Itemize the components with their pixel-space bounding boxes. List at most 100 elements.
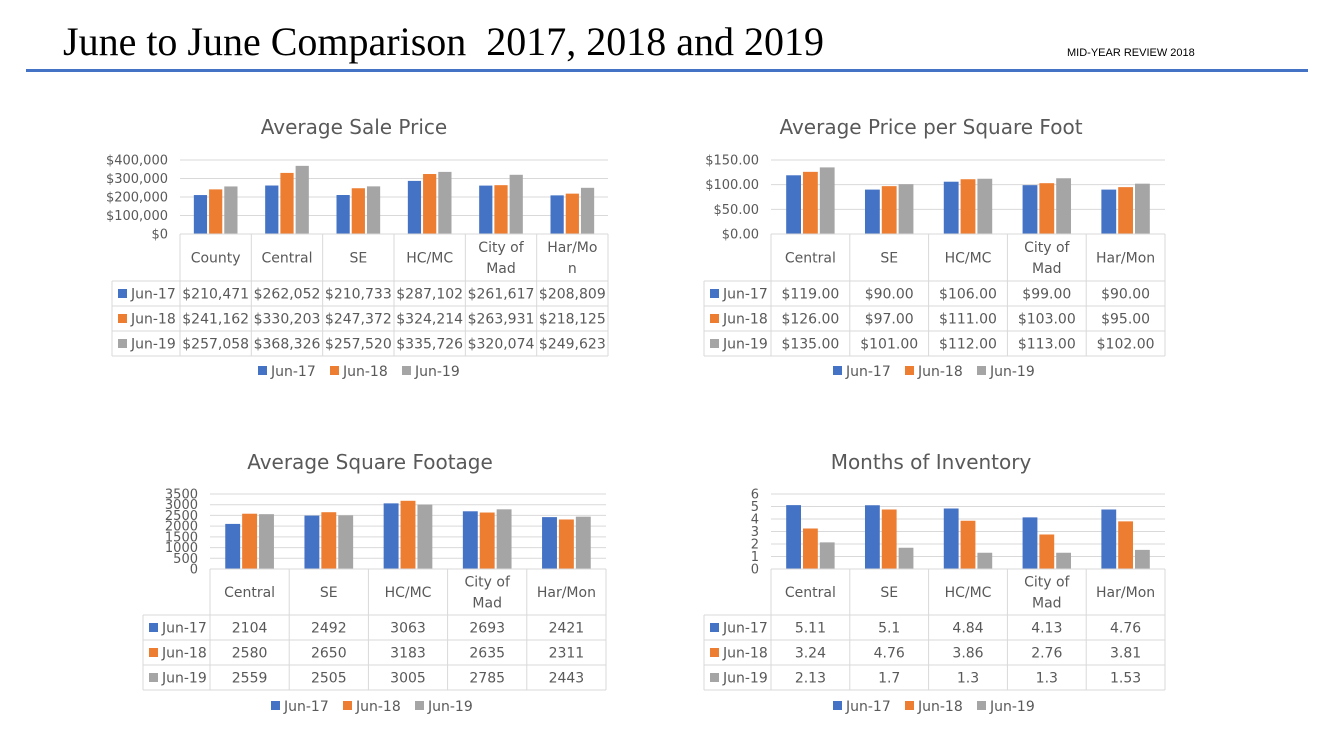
y-tick-label: $400,000 xyxy=(106,154,168,169)
table-value: 1.53 xyxy=(1110,671,1141,687)
legend-label: Jun-19 xyxy=(989,699,1035,715)
table-value: $241,162 xyxy=(182,312,249,328)
table-value: $335,726 xyxy=(396,337,463,353)
legend-key xyxy=(710,623,719,632)
table-value: $112.00 xyxy=(939,337,997,353)
table-value: 2492 xyxy=(311,621,347,637)
category-label: SE xyxy=(320,585,338,601)
y-tick-label: 4 xyxy=(751,513,759,528)
average-sale-price-chart: Average Sale Price $0 $100,000 $200,000 $300… xyxy=(100,110,620,390)
bar-jun-19 xyxy=(898,547,914,569)
y-tick-label: 500 xyxy=(173,552,198,567)
bar-jun-19 xyxy=(417,504,433,569)
category-label: SE xyxy=(880,585,898,601)
bar-jun-17 xyxy=(1101,189,1117,234)
legend-swatch xyxy=(833,701,842,710)
legend-swatch xyxy=(415,701,424,710)
table-value: $90.00 xyxy=(865,287,914,303)
bar-jun-19 xyxy=(819,167,835,234)
legend-label: Jun-18 xyxy=(342,364,388,380)
bar-jun-17 xyxy=(550,195,564,234)
bar-jun-19 xyxy=(295,165,309,234)
average-price-per-sqft-chart: Average Price per Square Foot $0.00 $50.00… xyxy=(690,110,1180,390)
legend-key xyxy=(710,339,719,348)
legend-swatch xyxy=(258,366,267,375)
bar-jun-18 xyxy=(400,500,416,569)
row-label: Jun-18 xyxy=(722,646,768,662)
category-label: Central xyxy=(224,585,275,601)
table-value: $218,125 xyxy=(539,312,606,328)
bar-jun-18 xyxy=(351,188,365,234)
y-tick-label: $0.00 xyxy=(722,228,759,243)
table-value: 3.81 xyxy=(1110,646,1141,662)
category-label: City of xyxy=(478,240,524,256)
table-value: 4.76 xyxy=(1110,621,1141,637)
table-value: 2443 xyxy=(549,671,585,687)
legend-key xyxy=(710,314,719,323)
bar-jun-18 xyxy=(209,189,223,234)
bar-jun-19 xyxy=(1056,178,1072,234)
chart-canvas: Average Price per Square Foot $0.00 $50.00… xyxy=(703,115,1166,380)
legend-label: Jun-18 xyxy=(355,699,401,715)
bar-jun-17 xyxy=(864,505,880,569)
y-tick-label: 0 xyxy=(190,563,198,578)
bar-jun-19 xyxy=(1135,183,1150,234)
table-value: 1.3 xyxy=(957,671,979,687)
table-value: 2.13 xyxy=(795,671,826,687)
bar-jun-18 xyxy=(1039,534,1055,569)
bar-jun-17 xyxy=(479,185,493,234)
legend-label: Jun-17 xyxy=(845,699,891,715)
bar-jun-18 xyxy=(1118,521,1134,569)
bar-jun-19 xyxy=(819,542,835,569)
table-value: 2421 xyxy=(549,621,585,637)
months-of-inventory-chart: Months of Inventory 0 1 2 3 4 5 6 Central SE HC/MC… xyxy=(690,445,1180,725)
table-value: 3183 xyxy=(390,646,426,662)
y-tick-label: 2 xyxy=(751,538,759,553)
bar-jun-17 xyxy=(864,189,880,234)
table-value: 5.11 xyxy=(795,621,826,637)
table-value: 4.84 xyxy=(952,621,983,637)
bar-jun-17 xyxy=(462,511,478,569)
table-value: $330,203 xyxy=(254,312,321,328)
row-label: Jun-18 xyxy=(722,312,768,328)
category-label: Mad xyxy=(1032,596,1062,612)
bar-jun-19 xyxy=(509,174,523,234)
legend-swatch xyxy=(271,701,280,710)
chart-title: Average Sale Price xyxy=(261,115,447,139)
bar-jun-17 xyxy=(193,195,208,234)
legend-label: Jun-17 xyxy=(270,364,316,380)
report-subtitle: MID-YEAR REVIEW 2018 xyxy=(1067,47,1195,59)
bar-jun-17 xyxy=(943,508,959,569)
category-label: Har/Mon xyxy=(1096,585,1155,601)
table-value: $99.00 xyxy=(1022,287,1071,303)
y-tick-label: 3 xyxy=(751,525,759,540)
bar-jun-18 xyxy=(565,193,579,234)
table-value: $90.00 xyxy=(1101,287,1150,303)
category-label: Mad xyxy=(1032,261,1062,277)
table-value: $135.00 xyxy=(781,337,839,353)
category-label: Har/Mon xyxy=(1096,251,1155,267)
legend-key xyxy=(118,314,127,323)
table-value: 2635 xyxy=(469,646,505,662)
row-label: Jun-18 xyxy=(130,312,176,328)
bar-jun-17 xyxy=(542,517,557,569)
table-value: $210,471 xyxy=(182,287,249,303)
table-value: $261,617 xyxy=(468,287,535,303)
table-value: $257,520 xyxy=(325,337,392,353)
y-tick-label: 2000 xyxy=(165,520,198,535)
table-value: $287,102 xyxy=(396,287,463,303)
table-value: $208,809 xyxy=(539,287,606,303)
chart-title: Average Square Footage xyxy=(247,450,493,474)
bar-jun-19 xyxy=(575,516,591,569)
category-label: n xyxy=(568,261,577,277)
table-value: 5.1 xyxy=(878,621,900,637)
chart-title: Months of Inventory xyxy=(831,450,1032,474)
legend-key xyxy=(149,623,158,632)
legend-key xyxy=(149,673,158,682)
table-value: $119.00 xyxy=(781,287,839,303)
y-tick-label: $300,000 xyxy=(106,172,168,187)
category-label: Central xyxy=(785,251,836,267)
y-tick-label: $100.00 xyxy=(705,178,759,193)
category-label: Har/Mo xyxy=(547,240,597,256)
chart-title: Average Price per Square Foot xyxy=(779,115,1082,139)
